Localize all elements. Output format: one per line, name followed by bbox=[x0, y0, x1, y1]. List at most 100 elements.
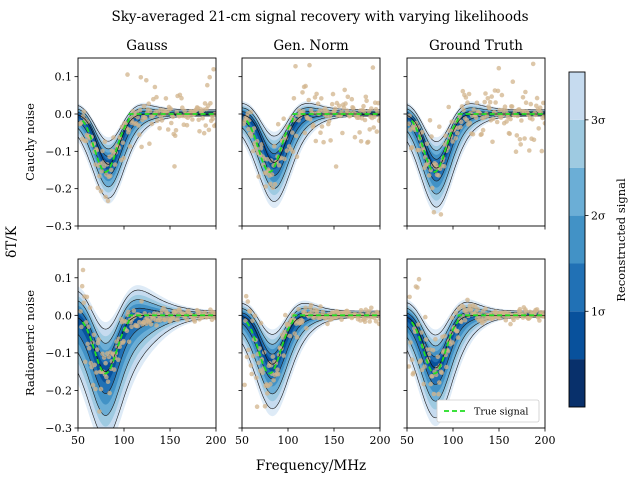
data-point bbox=[91, 332, 97, 338]
data-point bbox=[415, 322, 421, 327]
data-point bbox=[537, 105, 543, 110]
data-point bbox=[254, 138, 260, 144]
data-point bbox=[507, 131, 512, 137]
y-tick-label: 0.0 bbox=[55, 108, 73, 121]
data-point bbox=[458, 119, 464, 125]
data-point bbox=[430, 347, 436, 353]
data-point bbox=[290, 149, 296, 155]
data-point bbox=[522, 136, 527, 141]
data-point bbox=[437, 380, 442, 385]
data-point bbox=[437, 124, 442, 129]
data-point bbox=[100, 148, 105, 154]
data-point bbox=[453, 136, 459, 141]
panel-frame bbox=[77, 57, 217, 227]
data-point bbox=[293, 64, 298, 69]
data-point bbox=[485, 96, 491, 101]
data-point bbox=[207, 74, 212, 80]
panel-r1c1: 50 100 150 200 bbox=[235, 251, 391, 447]
data-point bbox=[361, 103, 366, 109]
column-title-ground-truth: Ground Truth bbox=[429, 38, 523, 54]
data-point bbox=[318, 304, 323, 309]
data-point bbox=[265, 157, 270, 162]
data-point bbox=[534, 95, 540, 101]
data-point bbox=[426, 173, 432, 178]
data-point bbox=[154, 323, 159, 328]
data-point bbox=[449, 315, 455, 321]
data-point bbox=[90, 382, 96, 388]
data-point bbox=[333, 106, 338, 111]
data-point bbox=[357, 130, 362, 135]
data-point bbox=[496, 65, 502, 71]
colorbar-segment-2 bbox=[569, 263, 585, 312]
data-point bbox=[358, 139, 364, 144]
data-point bbox=[83, 320, 89, 325]
data-point bbox=[367, 127, 373, 132]
data-point bbox=[455, 328, 460, 334]
data-point bbox=[105, 379, 111, 385]
data-point bbox=[124, 328, 130, 334]
panel-plot-area bbox=[78, 267, 216, 428]
data-point bbox=[467, 120, 473, 126]
data-point bbox=[175, 317, 180, 323]
data-point bbox=[424, 141, 430, 147]
data-point bbox=[249, 371, 254, 377]
data-point bbox=[111, 135, 116, 140]
data-point bbox=[141, 104, 147, 109]
data-point bbox=[436, 173, 441, 178]
data-point bbox=[510, 79, 516, 84]
data-point bbox=[314, 91, 319, 97]
data-point bbox=[268, 181, 273, 187]
data-point bbox=[120, 140, 126, 145]
panel-plot-area bbox=[407, 248, 545, 427]
colorbar-segment-5 bbox=[569, 119, 585, 168]
y-tick-label: −0.3 bbox=[45, 422, 72, 435]
y-tick-label: −0.1 bbox=[45, 347, 72, 360]
data-point bbox=[315, 308, 320, 313]
data-point bbox=[474, 100, 480, 106]
data-point bbox=[508, 321, 513, 327]
panel-frame bbox=[406, 258, 546, 429]
data-point bbox=[483, 91, 488, 96]
colorbar-segment-4 bbox=[569, 167, 585, 216]
data-point bbox=[143, 115, 148, 121]
data-point bbox=[325, 321, 330, 327]
data-point bbox=[423, 314, 428, 320]
data-point bbox=[106, 354, 112, 360]
data-point bbox=[303, 305, 308, 311]
data-point bbox=[170, 114, 176, 120]
data-point bbox=[421, 381, 427, 387]
data-point bbox=[98, 188, 104, 194]
data-point bbox=[456, 306, 462, 311]
data-point bbox=[290, 130, 295, 135]
data-point bbox=[363, 94, 369, 100]
data-point bbox=[86, 324, 91, 330]
data-point bbox=[127, 144, 133, 149]
data-point bbox=[434, 365, 440, 371]
data-point bbox=[83, 359, 88, 365]
data-point bbox=[466, 91, 472, 97]
data-point bbox=[270, 185, 276, 191]
data-point bbox=[281, 353, 287, 358]
data-point bbox=[433, 337, 438, 342]
data-point bbox=[144, 78, 149, 83]
data-point bbox=[276, 163, 282, 168]
data-point bbox=[319, 124, 325, 129]
data-point bbox=[504, 119, 509, 124]
data-point bbox=[270, 354, 276, 359]
data-point bbox=[480, 127, 486, 133]
data-point bbox=[469, 306, 474, 312]
true-signal-line bbox=[81, 113, 216, 173]
data-point bbox=[256, 360, 262, 366]
panel-frame bbox=[241, 258, 381, 429]
data-point bbox=[311, 122, 316, 128]
data-point bbox=[460, 88, 466, 94]
x-tick-label: 200 bbox=[535, 434, 556, 447]
data-point bbox=[542, 121, 545, 126]
data-point bbox=[409, 248, 414, 253]
data-point bbox=[495, 88, 501, 94]
data-point bbox=[242, 251, 247, 256]
data-point bbox=[129, 324, 134, 330]
data-point bbox=[284, 148, 290, 153]
data-point bbox=[80, 114, 86, 119]
data-point bbox=[213, 122, 216, 127]
